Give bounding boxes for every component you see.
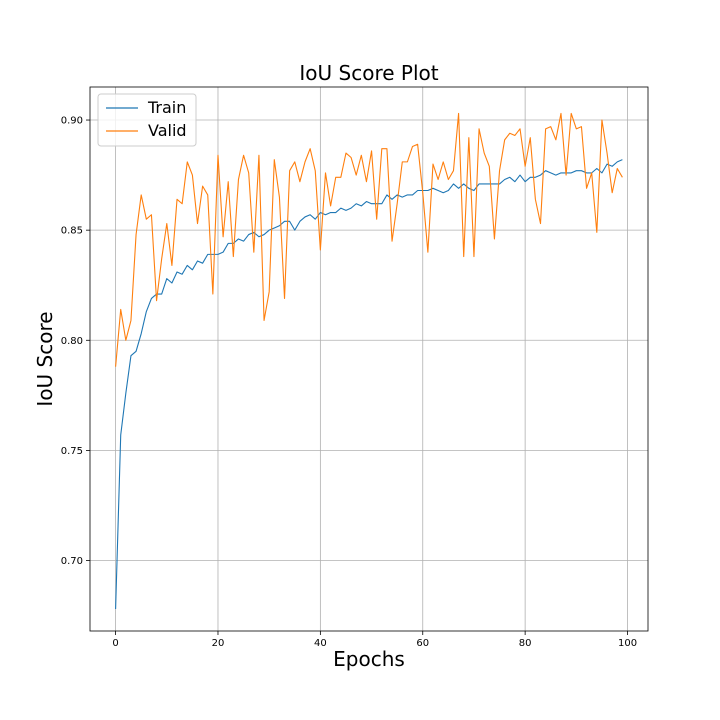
legend-box (97, 93, 197, 147)
series-line-valid (115, 112, 623, 367)
y-tick-label: 0.80 (61, 336, 83, 347)
x-tick-label: 80 (519, 638, 532, 649)
y-axis-label: IoU Score (33, 311, 57, 406)
y-tick-label: 0.90 (61, 116, 83, 127)
x-tick-label: 100 (618, 638, 637, 649)
x-tick-label: 0 (112, 638, 118, 649)
plot-frame (89, 86, 649, 632)
y-tick-label: 0.75 (61, 446, 83, 457)
y-tick-label: 0.85 (61, 226, 83, 237)
tick-layer: 0 20 40 60 80 100 0.70 0.75 0.80 0.85 0.90 (61, 116, 637, 649)
legend-label-valid: Valid (148, 121, 187, 140)
series-line-train (115, 159, 623, 609)
series-layer (115, 112, 623, 609)
legend: Train Valid (97, 93, 197, 147)
x-tick-label: 40 (314, 638, 327, 649)
x-tick-label: 20 (212, 638, 225, 649)
chart-title: IoU Score Plot (299, 61, 438, 85)
x-tick-label: 60 (416, 638, 429, 649)
legend-label-train: Train (147, 98, 186, 117)
y-tick-label: 0.70 (61, 556, 83, 567)
x-axis-label: Epochs (333, 647, 405, 671)
